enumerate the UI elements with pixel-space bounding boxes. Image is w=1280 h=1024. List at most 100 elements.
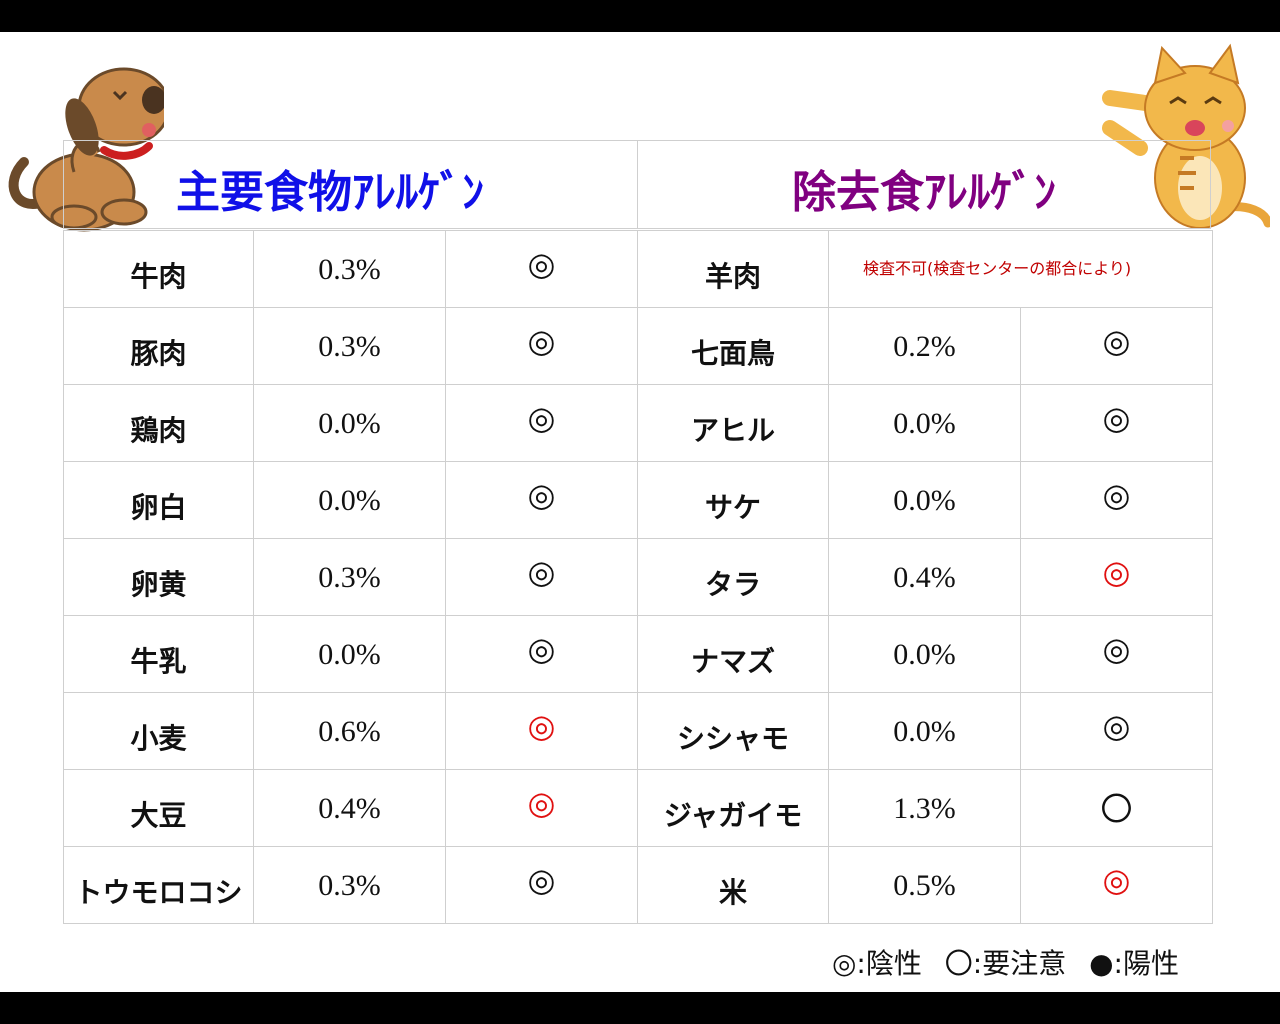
right-result-cell: ◎: [1020, 384, 1213, 462]
table-row: 牛肉 0.3% ◎ 羊肉 検査不可(検査センターの都合により): [63, 230, 1213, 308]
dog-illustration: [8, 67, 164, 232]
percent-value: 0.5%: [893, 869, 956, 902]
left-food-cell: 大豆: [63, 769, 254, 847]
left-food-cell: 小麦: [63, 692, 254, 770]
left-percent-cell: 0.6%: [253, 692, 446, 770]
left-percent-cell: 0.3%: [253, 307, 446, 385]
left-result-cell: ◎: [445, 769, 638, 847]
food-name: ジャガイモ: [663, 799, 803, 832]
table-row: トウモロコシ 0.3% ◎ 米 0.5% ◎: [63, 846, 1213, 924]
food-name: 羊肉: [704, 260, 761, 293]
slide: 主要食物ｱﾚﾙｹﾞﾝ 除去食ｱﾚﾙｹﾞﾝ 牛肉 0.3% ◎ 羊肉 検査不可(検査センタ…: [0, 32, 1280, 992]
right-result-cell: ◎: [1020, 307, 1213, 385]
food-name: シシャモ: [676, 722, 789, 755]
table-row: 鶏肉 0.0% ◎ アヒル 0.0% ◎: [63, 384, 1213, 462]
result-mark: 〇: [1100, 790, 1133, 828]
result-mark: ◎: [1102, 707, 1131, 745]
percent-value: 0.0%: [318, 638, 381, 671]
result-mark: ◎: [527, 322, 556, 360]
right-result-cell: ◎: [1020, 692, 1213, 770]
result-mark: ◎: [1102, 322, 1131, 360]
food-name: 卵黄: [130, 568, 187, 601]
left-result-cell: ◎: [445, 307, 638, 385]
table-row: 卵黄 0.3% ◎ タラ 0.4% ◎: [63, 538, 1213, 616]
left-percent-cell: 0.3%: [253, 230, 446, 308]
right-percent-cell: 0.0%: [828, 692, 1021, 770]
percent-value: 0.3%: [318, 561, 381, 594]
left-result-cell: ◎: [445, 692, 638, 770]
percent-value: 0.0%: [893, 407, 956, 440]
result-mark: ◎: [527, 784, 556, 822]
table-row: 小麦 0.6% ◎ シシャモ 0.0% ◎: [63, 692, 1213, 770]
result-mark: ◎: [527, 707, 556, 745]
food-name: トウモロコシ: [74, 876, 243, 909]
left-food-cell: 鶏肉: [63, 384, 254, 462]
right-percent-cell: 0.2%: [828, 307, 1021, 385]
right-food-cell: ジャガイモ: [637, 769, 829, 847]
food-name: アヒル: [690, 414, 775, 447]
title-main-allergen: 主要食物ｱﾚﾙｹﾞﾝ: [176, 167, 484, 218]
percent-value: 0.0%: [893, 484, 956, 517]
right-result-cell: ◎: [1020, 615, 1213, 693]
left-result-cell: ◎: [445, 615, 638, 693]
table-row: 卵白 0.0% ◎ サケ 0.0% ◎: [63, 461, 1213, 539]
right-food-cell: 七面鳥: [637, 307, 829, 385]
left-percent-cell: 0.4%: [253, 769, 446, 847]
percent-value: 0.4%: [893, 561, 956, 594]
table-row: 大豆 0.4% ◎ ジャガイモ 1.3% 〇: [63, 769, 1213, 847]
percent-value: 0.0%: [318, 484, 381, 517]
result-mark: ◎: [527, 399, 556, 437]
result-mark: ◎: [1102, 399, 1131, 437]
result-mark: ◎: [527, 476, 556, 514]
right-percent-cell: 1.3%: [828, 769, 1021, 847]
note-cell: 検査不可(検査センターの都合により): [828, 230, 1213, 308]
percent-value: 0.3%: [318, 869, 381, 902]
result-mark: ◎: [1102, 553, 1131, 591]
right-percent-cell: 0.4%: [828, 538, 1021, 616]
food-name: 卵白: [130, 491, 187, 524]
right-percent-cell: 0.0%: [828, 384, 1021, 462]
food-name: 鶏肉: [130, 414, 187, 447]
right-food-cell: タラ: [637, 538, 829, 616]
legend-positive: ●:陽性: [1089, 947, 1179, 980]
left-percent-cell: 0.0%: [253, 461, 446, 539]
right-result-cell: ◎: [1020, 846, 1213, 924]
left-food-cell: 牛乳: [63, 615, 254, 693]
right-food-cell: 米: [637, 846, 829, 924]
result-mark: ◎: [527, 553, 556, 591]
percent-value: 0.2%: [893, 330, 956, 363]
table-row: 豚肉 0.3% ◎ 七面鳥 0.2% ◎: [63, 307, 1213, 385]
right-food-cell: アヒル: [637, 384, 829, 462]
result-mark: ◎: [1102, 630, 1131, 668]
right-percent-cell: 0.0%: [828, 615, 1021, 693]
percent-value: 0.0%: [893, 638, 956, 671]
food-name: 七面鳥: [690, 337, 775, 370]
result-mark: ◎: [1102, 861, 1131, 899]
header-box: [63, 140, 1211, 229]
right-food-cell: ナマズ: [637, 615, 829, 693]
result-mark: ◎: [527, 861, 556, 899]
left-food-cell: トウモロコシ: [63, 846, 254, 924]
left-percent-cell: 0.3%: [253, 846, 446, 924]
food-name: 豚肉: [130, 337, 187, 370]
right-percent-cell: 0.5%: [828, 846, 1021, 924]
left-food-cell: 卵黄: [63, 538, 254, 616]
result-mark: ◎: [527, 630, 556, 668]
test-unavailable-note: 検査不可(検査センターの都合により): [863, 259, 1132, 278]
percent-value: 0.0%: [893, 715, 956, 748]
right-result-cell: ◎: [1020, 461, 1213, 539]
cat-illustration: [1102, 43, 1270, 229]
legend-negative: ◎:陰性: [832, 947, 922, 980]
food-name: タラ: [704, 568, 761, 601]
right-result-cell: ◎: [1020, 538, 1213, 616]
food-name: 牛肉: [130, 260, 187, 293]
food-name: サケ: [704, 491, 761, 524]
left-food-cell: 卵白: [63, 461, 254, 539]
left-food-cell: 牛肉: [63, 230, 254, 308]
percent-value: 1.3%: [893, 792, 956, 825]
percent-value: 0.3%: [318, 330, 381, 363]
right-food-cell: サケ: [637, 461, 829, 539]
right-food-cell: 羊肉: [637, 230, 829, 308]
legend: ◎:陰性 〇:要注意 ●:陽性: [832, 942, 1193, 982]
food-name: 米: [718, 876, 747, 909]
